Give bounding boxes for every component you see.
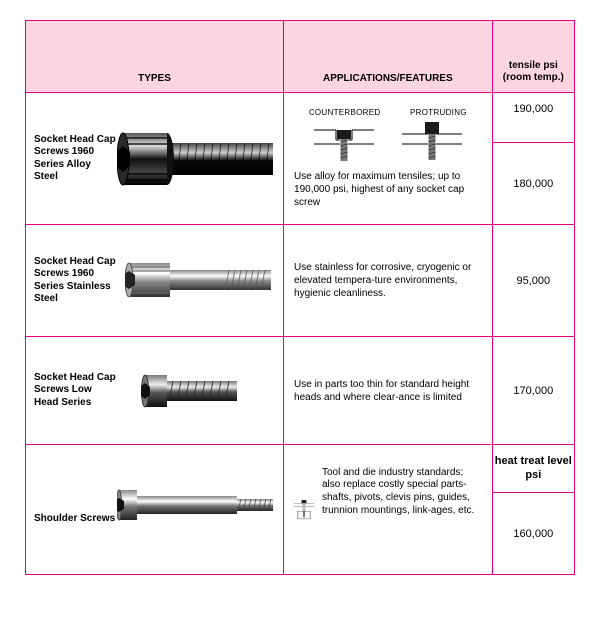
psi-value: heat treat level psi xyxy=(492,445,574,493)
diagram-labels: COUNTERBORED PROTRUDING xyxy=(294,108,482,118)
type-label: Shoulder Screws xyxy=(34,513,116,526)
header-psi: tensile psi (room temp.) xyxy=(492,21,574,93)
psi-value: 95,000 xyxy=(492,225,574,337)
psi-value: 180,000 xyxy=(492,143,574,225)
socket-screw-dark-icon xyxy=(117,129,277,189)
shoulder-screw-icon xyxy=(117,487,277,523)
psi-value: 170,000 xyxy=(492,337,574,445)
app-text: Use alloy for maximum tensiles; up to 19… xyxy=(294,170,482,209)
psi-value: 190,000 xyxy=(492,93,574,143)
header-types: TYPES xyxy=(26,21,284,93)
table-row: Socket Head Cap Screws 1960 Series Stain… xyxy=(26,225,575,337)
type-label: Socket Head Cap Screws Low Head Series xyxy=(34,372,116,410)
label-protruding: PROTRUDING xyxy=(410,108,467,118)
app-text: Tool and die industry standards; also re… xyxy=(322,467,482,518)
type-label: Socket Head Cap Screws 1960 Series Alloy… xyxy=(34,134,116,184)
type-label: Socket Head Cap Screws 1960 Series Stain… xyxy=(34,256,116,306)
table-row: Shoulder Screws xyxy=(26,445,575,493)
label-counterbored: COUNTERBORED xyxy=(309,108,381,118)
low-head-screw-icon xyxy=(141,371,241,411)
app-text: Use stainless for corrosive, cryogenic o… xyxy=(284,225,493,337)
socket-screw-stainless-icon xyxy=(125,259,275,301)
app-text: Use in parts too thin for standard heigh… xyxy=(284,337,493,445)
header-apps: APPLICATIONS/FEATURES xyxy=(284,21,493,93)
counterbored-icon xyxy=(314,120,374,164)
psi-value: 160,000 xyxy=(492,493,574,575)
shoulder-diagram-icon xyxy=(294,467,314,553)
table-header-row: TYPES APPLICATIONS/FEATURES tensile psi … xyxy=(26,21,575,93)
table-row: Socket Head Cap Screws Low Head Series xyxy=(26,337,575,445)
table-row: Socket Head Cap Screws 1960 Series Alloy… xyxy=(26,93,575,143)
screw-spec-table: TYPES APPLICATIONS/FEATURES tensile psi … xyxy=(25,20,575,575)
protruding-icon xyxy=(402,120,462,164)
